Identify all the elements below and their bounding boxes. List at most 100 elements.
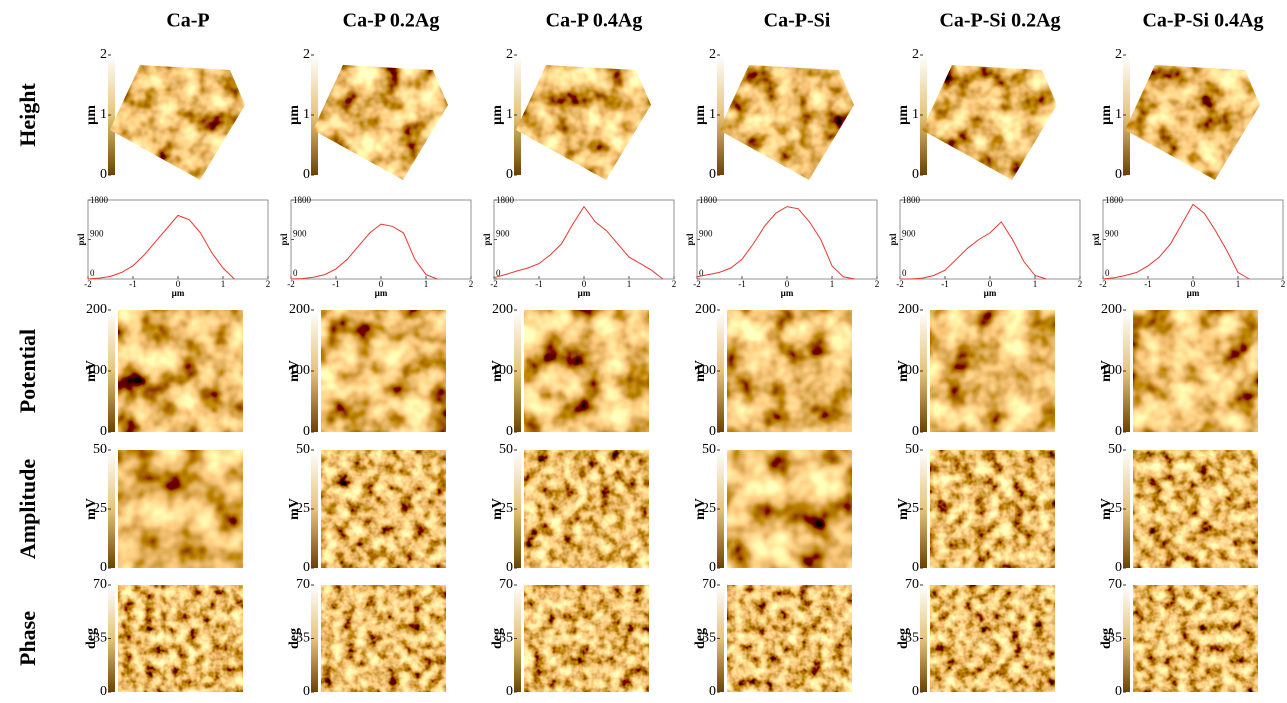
colorbar-tick-label: 0 bbox=[506, 424, 513, 439]
y-tick-label: 900 bbox=[699, 229, 713, 239]
figure: Ca-PCa-P 0.2AgCa-P 0.4AgCa-P-SiCa-P-Si 0… bbox=[0, 0, 1287, 703]
colorbar-unit: deg bbox=[693, 628, 708, 649]
colorbar-tick-label: 50 bbox=[296, 442, 310, 457]
afm-image bbox=[1133, 450, 1258, 568]
colorbar-tick-label: 2 bbox=[303, 47, 310, 62]
y-tick-label: 900 bbox=[902, 229, 916, 239]
colorbar-unit: µm bbox=[287, 105, 302, 125]
histogram-line bbox=[697, 207, 855, 279]
colorbar-tick-label: 70 bbox=[296, 577, 310, 592]
row-label: Potential bbox=[15, 329, 40, 413]
colorbar-tick-label: 0 bbox=[1115, 684, 1122, 699]
y-tick-label: 0 bbox=[902, 268, 907, 278]
afm-image bbox=[727, 450, 852, 568]
colorbar-tick-label: 50 bbox=[93, 442, 107, 457]
x-tick-label: 1 bbox=[830, 279, 835, 289]
height-surface bbox=[313, 65, 448, 180]
y-tick-label: 1800 bbox=[699, 195, 718, 205]
column-title: Ca-P bbox=[166, 10, 209, 32]
colorbar-tick-label: 1 bbox=[303, 107, 310, 122]
histogram-line bbox=[494, 207, 663, 279]
colorbar-tick-label: 50 bbox=[905, 442, 919, 457]
y-tick-label: 1800 bbox=[496, 195, 515, 205]
colorbar-tick-label: 70 bbox=[702, 577, 716, 592]
y-tick-label: 0 bbox=[1105, 268, 1110, 278]
colorbar-unit: mV bbox=[490, 498, 505, 520]
colorbar-tick-label: 0 bbox=[709, 560, 716, 575]
x-tick-label: 1 bbox=[424, 279, 429, 289]
colorbar-unit: µm bbox=[84, 105, 99, 125]
afm-image bbox=[524, 585, 649, 692]
colorbar-tick-label: 0 bbox=[912, 424, 919, 439]
colorbar-tick-label: 0 bbox=[303, 167, 310, 182]
x-tick-label: 2 bbox=[875, 279, 880, 289]
colorbar-tick-label: 0 bbox=[709, 684, 716, 699]
y-axis-label: pxl bbox=[279, 233, 289, 246]
colorbar-tick-label: 0 bbox=[912, 684, 919, 699]
colorbar-tick-label: 70 bbox=[1108, 577, 1122, 592]
colorbar-unit: mV bbox=[1099, 498, 1114, 520]
y-axis-label: pxl bbox=[685, 233, 695, 246]
plot-frame bbox=[900, 200, 1080, 279]
colorbar-tick-label: 50 bbox=[1108, 442, 1122, 457]
x-tick-label: -2 bbox=[84, 279, 92, 289]
colorbar-tick-label: 2 bbox=[1115, 47, 1122, 62]
x-tick-label: -2 bbox=[896, 279, 904, 289]
y-tick-label: 1800 bbox=[293, 195, 312, 205]
y-axis-label: pxl bbox=[1091, 233, 1101, 246]
colorbar-tick-label: 50 bbox=[702, 442, 716, 457]
y-axis-label: pxl bbox=[888, 233, 898, 246]
colorbar-tick-label: 2 bbox=[506, 47, 513, 62]
height-surface bbox=[516, 65, 651, 180]
height-surface bbox=[922, 65, 1057, 180]
colorbar-unit: mV bbox=[287, 360, 302, 382]
plot-frame bbox=[88, 200, 268, 279]
x-tick-label: -1 bbox=[129, 279, 137, 289]
colorbar-unit: deg bbox=[287, 628, 302, 649]
x-tick-label: -1 bbox=[738, 279, 746, 289]
height-surface bbox=[719, 65, 854, 180]
colorbar-tick-label: 0 bbox=[506, 684, 513, 699]
colorbar-tick-label: 1 bbox=[709, 107, 716, 122]
afm-image bbox=[321, 310, 446, 432]
colorbar-tick-label: 0 bbox=[912, 560, 919, 575]
x-tick-label: 2 bbox=[672, 279, 677, 289]
x-tick-label: -1 bbox=[332, 279, 340, 289]
colorbar-tick-label: 0 bbox=[506, 167, 513, 182]
colorbar-unit: deg bbox=[84, 628, 99, 649]
afm-image bbox=[321, 450, 446, 568]
x-axis-label: µm bbox=[781, 288, 794, 298]
colorbar-tick-label: 200 bbox=[898, 302, 919, 317]
afm-image bbox=[524, 310, 649, 432]
x-tick-label: 2 bbox=[266, 279, 271, 289]
x-tick-label: -2 bbox=[1099, 279, 1107, 289]
colorbar-unit: µm bbox=[693, 105, 708, 125]
afm-image bbox=[930, 585, 1055, 692]
colorbar-tick-label: 0 bbox=[303, 424, 310, 439]
afm-image bbox=[118, 450, 243, 568]
afm-image bbox=[1133, 585, 1258, 692]
y-tick-label: 1800 bbox=[1105, 195, 1124, 205]
afm-image bbox=[118, 585, 243, 692]
colorbar-tick-label: 2 bbox=[709, 47, 716, 62]
histogram-line bbox=[900, 222, 1046, 279]
colorbar-unit: µm bbox=[490, 105, 505, 125]
column-title: Ca-P-Si bbox=[764, 10, 831, 32]
colorbar-tick-label: 70 bbox=[905, 577, 919, 592]
colorbar-tick-label: 0 bbox=[303, 560, 310, 575]
colorbar-tick-label: 1 bbox=[100, 107, 107, 122]
colorbar-unit: mV bbox=[693, 360, 708, 382]
colorbar-tick-label: 0 bbox=[912, 167, 919, 182]
x-tick-label: 2 bbox=[469, 279, 474, 289]
afm-image bbox=[727, 585, 852, 692]
afm-image bbox=[930, 310, 1055, 432]
colorbar-tick-label: 0 bbox=[709, 424, 716, 439]
colorbar-unit: mV bbox=[896, 498, 911, 520]
colorbar-tick-label: 1 bbox=[912, 107, 919, 122]
y-tick-label: 0 bbox=[90, 268, 95, 278]
colorbar-unit: deg bbox=[896, 628, 911, 649]
colorbar-unit: mV bbox=[896, 360, 911, 382]
x-axis-label: µm bbox=[375, 288, 388, 298]
colorbar-unit: deg bbox=[490, 628, 505, 649]
x-tick-label: 1 bbox=[1033, 279, 1038, 289]
